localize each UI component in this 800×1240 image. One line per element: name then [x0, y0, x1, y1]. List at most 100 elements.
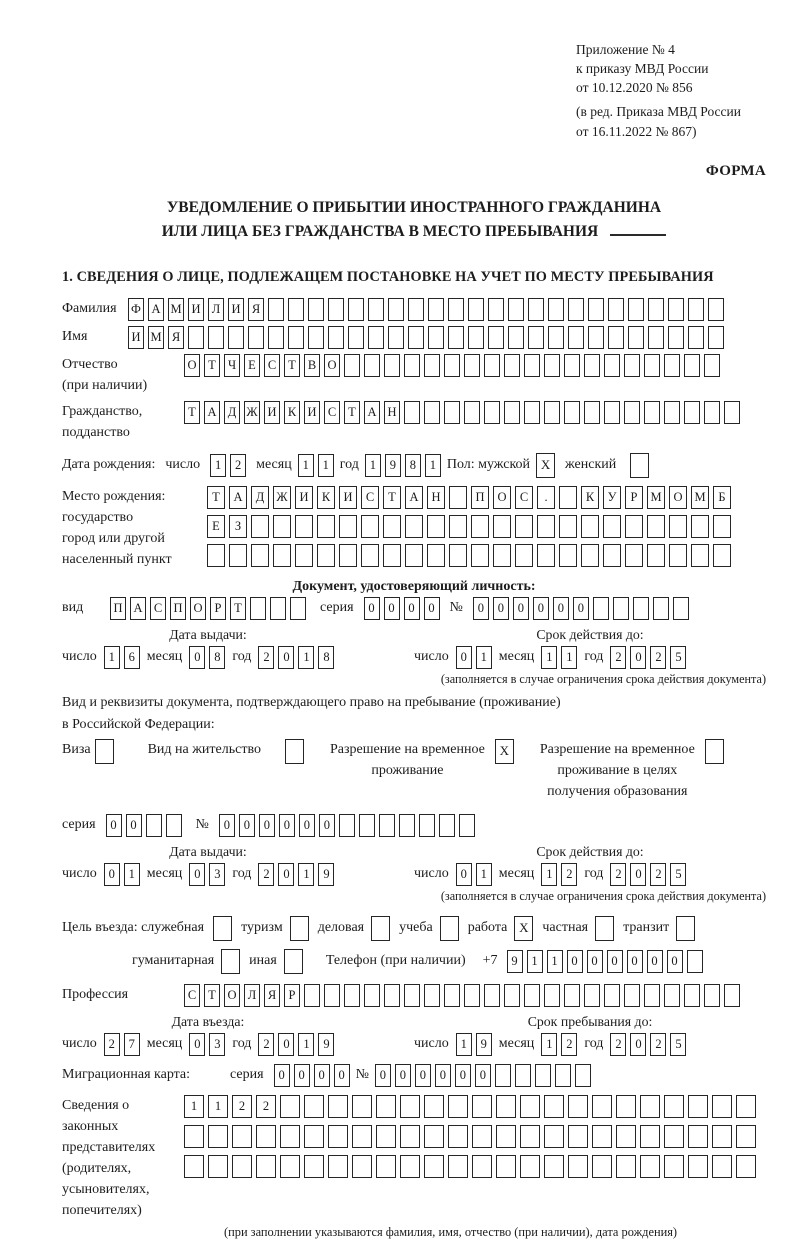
char-cell[interactable]: [664, 1124, 684, 1148]
char-cell[interactable]: [524, 983, 540, 1007]
char-cell[interactable]: 1: [475, 862, 492, 886]
char-cell[interactable]: Е: [244, 353, 260, 377]
char-cell[interactable]: [624, 983, 640, 1007]
char-cell[interactable]: [317, 514, 335, 538]
purpose-tourism-checkbox[interactable]: [289, 915, 309, 941]
char-cell[interactable]: [508, 297, 524, 321]
char-cell[interactable]: 0: [238, 813, 255, 837]
char-cell[interactable]: О: [493, 485, 511, 509]
char-cell[interactable]: [361, 543, 379, 567]
char-cell[interactable]: 0: [666, 949, 683, 973]
char-cell[interactable]: [378, 813, 395, 837]
char-cell[interactable]: [376, 1154, 396, 1178]
char-cell[interactable]: 0: [455, 862, 472, 886]
char-cell[interactable]: [428, 297, 444, 321]
char-cell[interactable]: [493, 514, 511, 538]
char-cell[interactable]: [736, 1124, 756, 1148]
char-cell[interactable]: 1: [455, 1032, 472, 1056]
char-cell[interactable]: 2: [650, 645, 667, 669]
char-cell[interactable]: [584, 353, 600, 377]
char-cell[interactable]: Р: [210, 596, 226, 620]
char-cell[interactable]: [559, 543, 577, 567]
char-cell[interactable]: [400, 1094, 420, 1118]
char-cell[interactable]: [256, 1124, 276, 1148]
char-cell[interactable]: [496, 1154, 516, 1178]
char-cell[interactable]: Р: [625, 485, 643, 509]
char-cell[interactable]: П: [110, 596, 126, 620]
char-cell[interactable]: 2: [610, 862, 627, 886]
char-cell[interactable]: [628, 297, 644, 321]
char-cell[interactable]: [207, 543, 225, 567]
char-cell[interactable]: [364, 353, 380, 377]
char-cell[interactable]: К: [317, 485, 335, 509]
char-cell[interactable]: 2: [561, 1032, 578, 1056]
char-cell[interactable]: [308, 325, 324, 349]
char-cell[interactable]: М: [691, 485, 709, 509]
char-cell[interactable]: [208, 1124, 228, 1148]
char-cell[interactable]: Т: [184, 400, 200, 424]
char-cell[interactable]: [684, 353, 700, 377]
char-cell[interactable]: [588, 325, 604, 349]
char-cell[interactable]: [713, 543, 731, 567]
purpose-study-checkbox[interactable]: [439, 915, 459, 941]
char-cell[interactable]: [405, 543, 423, 567]
char-cell[interactable]: 7: [123, 1032, 140, 1056]
char-cell[interactable]: П: [471, 485, 489, 509]
char-cell[interactable]: [400, 1124, 420, 1148]
char-cell[interactable]: 0: [189, 645, 206, 669]
purpose-work-checkbox[interactable]: X: [514, 915, 534, 941]
char-cell[interactable]: [708, 325, 724, 349]
char-cell[interactable]: 0: [293, 1063, 310, 1087]
char-cell[interactable]: [444, 983, 460, 1007]
sex-male-checkbox[interactable]: X: [536, 452, 556, 478]
char-cell[interactable]: [268, 325, 284, 349]
char-cell[interactable]: [280, 1094, 300, 1118]
char-cell[interactable]: [328, 325, 344, 349]
char-cell[interactable]: [368, 297, 384, 321]
char-cell[interactable]: [383, 543, 401, 567]
char-cell[interactable]: [592, 596, 609, 620]
char-cell[interactable]: [448, 1094, 468, 1118]
char-cell[interactable]: [648, 325, 664, 349]
purpose-humanitarian-checkbox[interactable]: [221, 948, 241, 974]
char-cell[interactable]: [608, 325, 624, 349]
char-cell[interactable]: [568, 297, 584, 321]
char-cell[interactable]: [496, 1094, 516, 1118]
char-cell[interactable]: [504, 353, 520, 377]
char-cell[interactable]: С: [515, 485, 533, 509]
char-cell[interactable]: [344, 983, 360, 1007]
char-cell[interactable]: [564, 983, 580, 1007]
char-cell[interactable]: [664, 983, 680, 1007]
char-cell[interactable]: [364, 983, 380, 1007]
char-cell[interactable]: П: [170, 596, 186, 620]
char-cell[interactable]: [339, 543, 357, 567]
char-cell[interactable]: [544, 983, 560, 1007]
char-cell[interactable]: 1: [561, 645, 578, 669]
char-cell[interactable]: 9: [318, 1032, 335, 1056]
char-cell[interactable]: Я: [264, 983, 280, 1007]
char-cell[interactable]: [484, 400, 500, 424]
char-cell[interactable]: И: [188, 297, 204, 321]
char-cell[interactable]: [664, 1154, 684, 1178]
char-cell[interactable]: Т: [204, 983, 220, 1007]
char-cell[interactable]: [368, 325, 384, 349]
char-cell[interactable]: Н: [384, 400, 400, 424]
char-cell[interactable]: 9: [318, 862, 335, 886]
char-cell[interactable]: [515, 514, 533, 538]
char-cell[interactable]: И: [228, 297, 244, 321]
char-cell[interactable]: 0: [586, 949, 603, 973]
char-cell[interactable]: [424, 400, 440, 424]
char-cell[interactable]: 0: [218, 813, 235, 837]
char-cell[interactable]: [304, 1154, 324, 1178]
char-cell[interactable]: [290, 596, 306, 620]
char-cell[interactable]: [424, 1124, 444, 1148]
char-cell[interactable]: [388, 297, 404, 321]
char-cell[interactable]: [304, 1094, 324, 1118]
char-cell[interactable]: С: [264, 353, 280, 377]
char-cell[interactable]: [568, 1154, 588, 1178]
char-cell[interactable]: Н: [427, 485, 445, 509]
char-cell[interactable]: [537, 514, 555, 538]
char-cell[interactable]: [344, 353, 360, 377]
char-cell[interactable]: 1: [526, 949, 543, 973]
char-cell[interactable]: М: [647, 485, 665, 509]
